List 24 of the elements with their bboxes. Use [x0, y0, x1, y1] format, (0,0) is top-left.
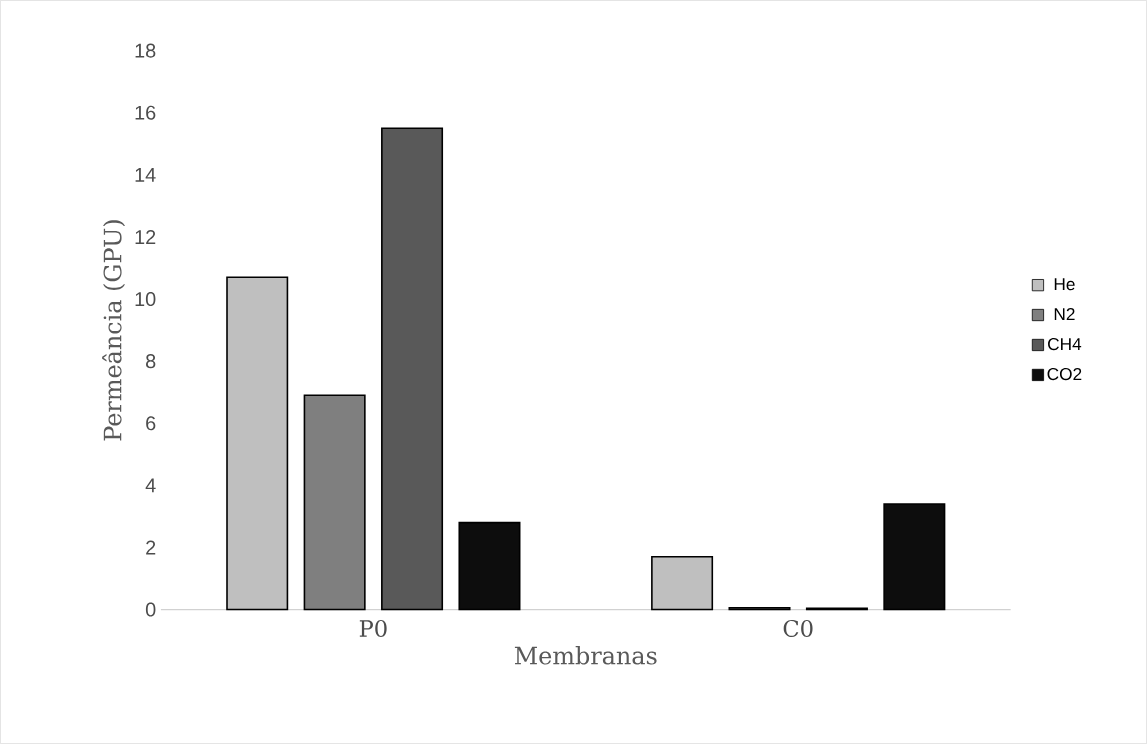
- bar: [303, 394, 366, 611]
- legend-label: CO2: [1047, 367, 1082, 381]
- bar: [458, 521, 521, 611]
- y-tick-label: 16: [135, 105, 156, 120]
- y-tick-label: 0: [145, 602, 156, 617]
- y-tick-label: 18: [135, 43, 156, 58]
- x-axis-title: Membranas: [514, 646, 657, 665]
- y-tick-label: 14: [135, 167, 156, 182]
- legend-label: CH4: [1048, 337, 1082, 351]
- y-tick-label: 6: [146, 416, 156, 431]
- bar: [651, 555, 714, 611]
- y-tick-label: 12: [135, 229, 156, 244]
- x-tick-label: P0: [359, 619, 387, 637]
- bar: [226, 276, 289, 611]
- y-tick-label: 8: [146, 354, 156, 369]
- legend-label: N2: [1054, 307, 1075, 321]
- y-axis-title: Permeância (GPU): [102, 220, 125, 441]
- y-tick-label: 10: [135, 291, 156, 307]
- y-tick-label: 4: [145, 478, 156, 493]
- bar: [381, 127, 444, 611]
- x-tick-label: C0: [783, 619, 813, 637]
- y-tick-label: 2: [146, 540, 156, 555]
- bar: [883, 503, 946, 611]
- legend-label: He: [1054, 278, 1075, 291]
